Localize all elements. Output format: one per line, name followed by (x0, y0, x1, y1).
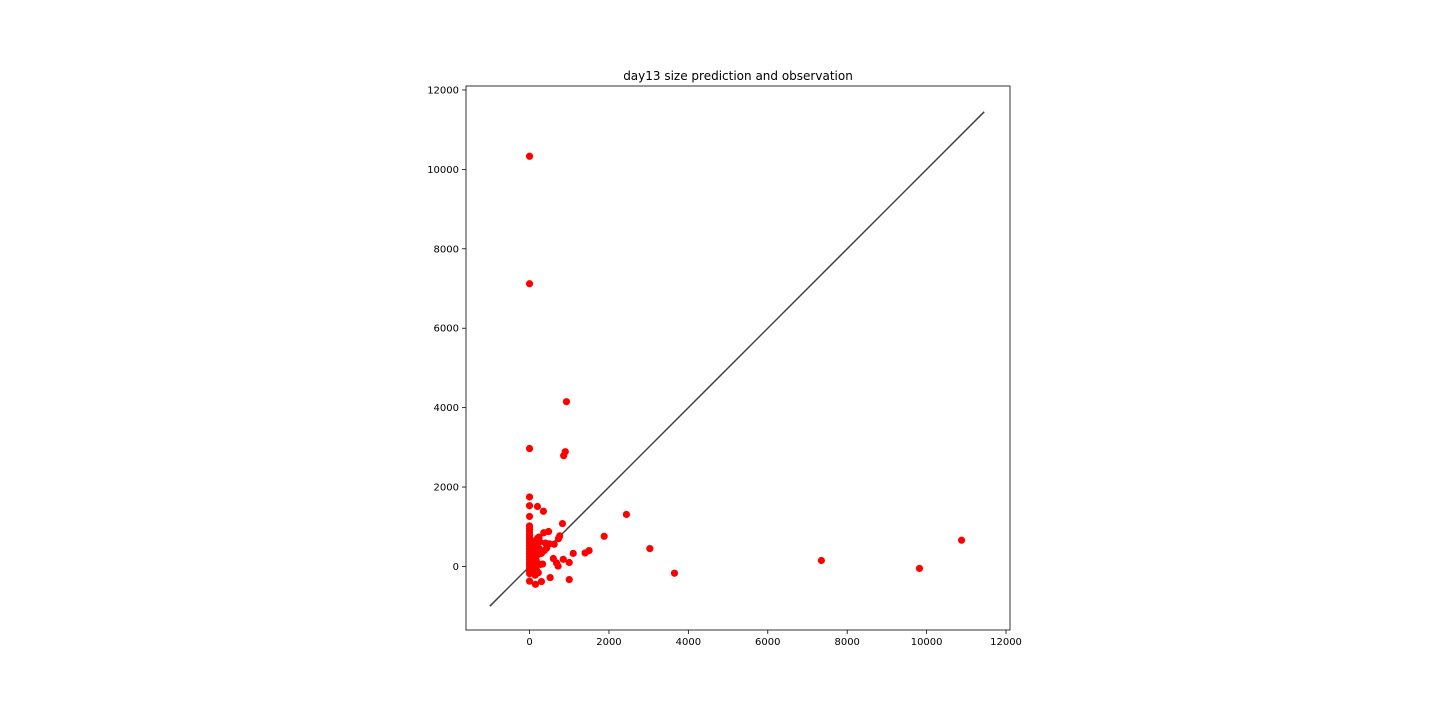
data-point (554, 562, 562, 570)
data-point (565, 558, 573, 567)
data-point (525, 493, 534, 501)
data-point (525, 502, 534, 510)
x-tick-label: 2000 (596, 637, 621, 648)
data-point (544, 527, 553, 536)
data-point (536, 538, 544, 546)
x-tick-label: 10000 (911, 637, 943, 648)
data-point (539, 507, 548, 515)
y-tick-label: 4000 (434, 403, 459, 414)
data-point (558, 519, 567, 528)
data-point (569, 549, 577, 557)
data-point (915, 564, 924, 573)
reference-line-layer (489, 111, 985, 607)
data-point (556, 532, 564, 540)
data-point (525, 577, 534, 585)
data-point (562, 398, 571, 406)
y-tick-label: 0 (453, 562, 459, 573)
plot-frame (465, 85, 1011, 631)
data-point (537, 577, 546, 586)
x-axis-ticks: 0 2000 4000 6000 8000 10000 12000 (526, 630, 1022, 648)
x-tick-label: 0 (526, 637, 532, 648)
data-point (534, 569, 542, 577)
y-tick-label: 2000 (434, 483, 459, 494)
data-point (817, 556, 825, 565)
x-tick-label: 4000 (676, 637, 701, 648)
y-tick-label: 6000 (434, 324, 459, 335)
data-point (957, 536, 966, 544)
data-point (561, 448, 569, 456)
data-points-layer (525, 152, 966, 588)
x-tick-label: 8000 (834, 637, 859, 648)
data-point (559, 555, 567, 563)
data-point (565, 575, 573, 584)
data-point (531, 580, 540, 588)
x-tick-label: 6000 (755, 637, 780, 648)
y-tick-label: 10000 (427, 165, 459, 176)
chart-title: day13 size prediction and observation (623, 69, 853, 83)
data-point (525, 152, 534, 160)
data-point (600, 532, 608, 540)
data-point (533, 502, 542, 511)
y-tick-label: 8000 (434, 244, 459, 255)
data-point (525, 280, 534, 288)
x-tick-label: 12000 (990, 637, 1022, 648)
y-tick-label: 12000 (427, 85, 459, 96)
y-axis-ticks: 0 2000 4000 6000 8000 10000 12000 (427, 85, 466, 573)
data-point (546, 573, 554, 582)
data-point (670, 569, 679, 577)
data-point (525, 512, 534, 521)
data-point (646, 544, 654, 553)
data-point (539, 560, 547, 568)
data-point (550, 540, 558, 548)
reference-line (489, 111, 985, 607)
data-point (622, 510, 631, 519)
data-point (525, 444, 534, 453)
data-point (585, 546, 593, 555)
